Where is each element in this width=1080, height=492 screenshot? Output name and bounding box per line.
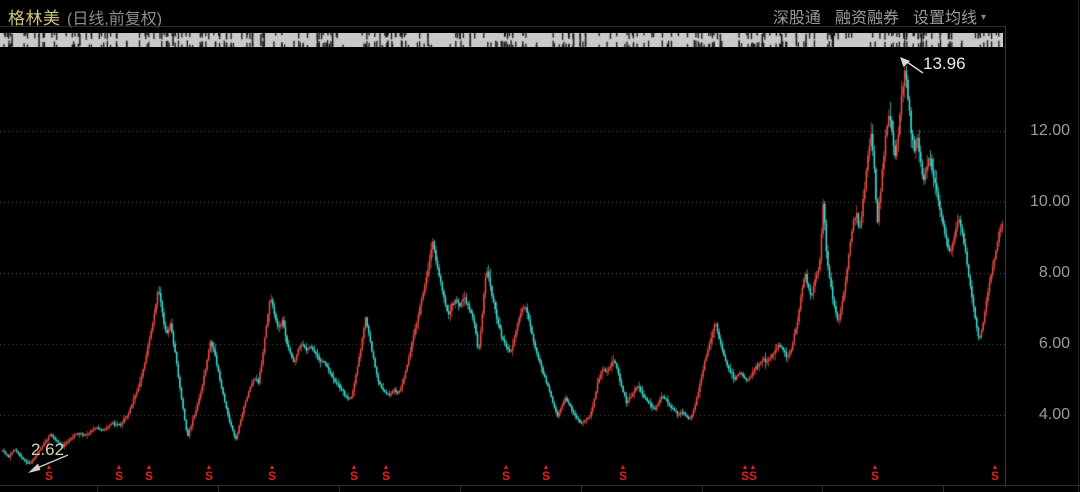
marker-s-glyph: S bbox=[748, 469, 757, 483]
marker-s-glyph: S bbox=[114, 469, 123, 483]
navigator-strip[interactable] bbox=[0, 33, 1003, 47]
marker-up-arrow-icon: ▲ bbox=[205, 464, 213, 471]
y-axis-label: 12.00 bbox=[1029, 122, 1070, 139]
marker-up-arrow-icon: ▲ bbox=[741, 464, 749, 471]
annotation-low-price: 2.62 bbox=[31, 440, 65, 459]
marker-up-arrow-icon: ▲ bbox=[502, 464, 510, 471]
header-links: 深股通 融资融券 设置均线 ▾ bbox=[773, 4, 986, 28]
marker-s-glyph: S bbox=[501, 469, 510, 483]
marker-s-glyph: S bbox=[204, 469, 213, 483]
marker-s-glyph: S bbox=[267, 469, 276, 483]
ma-settings-dropdown[interactable]: 设置均线 ▾ bbox=[913, 4, 986, 28]
dividend-marker[interactable]: ▲ S bbox=[988, 464, 1002, 483]
stock-name: 格林美 bbox=[8, 9, 61, 28]
chart-mode-label: (日线,前复权) bbox=[67, 11, 163, 28]
x-axis-tick bbox=[460, 486, 461, 492]
marker-s-glyph: S bbox=[381, 469, 390, 483]
marker-s-glyph: S bbox=[618, 469, 627, 483]
x-axis-tick bbox=[822, 486, 823, 492]
chevron-down-icon: ▾ bbox=[980, 11, 986, 23]
marker-up-arrow-icon: ▲ bbox=[991, 464, 999, 471]
dividend-marker[interactable]: ▲ S bbox=[746, 464, 760, 483]
marker-up-arrow-icon: ▲ bbox=[45, 464, 53, 471]
link-margin-trading[interactable]: 融资融券 bbox=[834, 10, 899, 27]
marker-s-glyph: S bbox=[990, 469, 999, 483]
marker-up-arrow-icon: ▲ bbox=[268, 464, 276, 471]
annotation-low-arrow-icon bbox=[28, 454, 69, 473]
dividend-marker[interactable]: ▲ S bbox=[379, 464, 393, 483]
candlestick-chart-canvas[interactable] bbox=[0, 26, 1005, 486]
dividend-marker[interactable]: ▲ S bbox=[868, 464, 882, 483]
dividend-marker[interactable]: ▲ S bbox=[499, 464, 513, 483]
marker-up-arrow-icon: ▲ bbox=[350, 464, 358, 471]
y-axis-label: 10.00 bbox=[1029, 193, 1070, 210]
marker-up-arrow-icon: ▲ bbox=[871, 464, 879, 471]
x-axis-tick bbox=[581, 486, 582, 492]
marker-up-arrow-icon: ▲ bbox=[542, 464, 550, 471]
dividend-marker[interactable]: ▲ S bbox=[738, 464, 752, 483]
dividend-marker[interactable]: ▲ S bbox=[347, 464, 361, 483]
x-axis-tick bbox=[943, 486, 944, 492]
link-szse-connect[interactable]: 深股通 bbox=[772, 10, 821, 27]
dividend-marker[interactable]: ▲ S bbox=[112, 464, 126, 483]
marker-up-arrow-icon: ▲ bbox=[382, 464, 390, 471]
dividend-marker[interactable]: ▲ S bbox=[42, 464, 56, 483]
marker-s-glyph: S bbox=[541, 469, 550, 483]
dividend-marker[interactable]: ▲ S bbox=[616, 464, 630, 483]
chart-header: 格林美 (日线,前复权) 深股通 融资融券 设置均线 ▾ bbox=[0, 0, 1080, 28]
y-axis-label: 8.00 bbox=[1038, 264, 1070, 281]
marker-s-glyph: S bbox=[144, 469, 153, 483]
x-axis-tick bbox=[97, 486, 98, 492]
marker-s-glyph: S bbox=[44, 469, 53, 483]
x-axis-line bbox=[0, 485, 1080, 486]
marker-up-arrow-icon: ▲ bbox=[749, 464, 757, 471]
dividend-marker[interactable]: ▲ S bbox=[539, 464, 553, 483]
annotation-high-price: 13.96 bbox=[923, 54, 966, 73]
dividend-marker[interactable]: ▲ S bbox=[265, 464, 279, 483]
x-axis-tick bbox=[339, 486, 340, 492]
annotation-high-arrow-icon bbox=[900, 57, 924, 74]
y-axis-line bbox=[1005, 26, 1006, 486]
marker-up-arrow-icon: ▲ bbox=[619, 464, 627, 471]
marker-s-glyph: S bbox=[349, 469, 358, 483]
marker-s-glyph: S bbox=[740, 469, 749, 483]
x-axis-tick bbox=[218, 486, 219, 492]
marker-up-arrow-icon: ▲ bbox=[145, 464, 153, 471]
marker-s-glyph: S bbox=[870, 469, 879, 483]
x-axis-tick bbox=[702, 486, 703, 492]
y-axis-label: 4.00 bbox=[1038, 406, 1070, 423]
right-border bbox=[1078, 0, 1079, 492]
marker-up-arrow-icon: ▲ bbox=[115, 464, 123, 471]
dividend-marker[interactable]: ▲ S bbox=[202, 464, 216, 483]
ma-settings-label: 设置均线 bbox=[912, 10, 977, 27]
y-axis-label: 6.00 bbox=[1038, 335, 1070, 352]
dividend-marker[interactable]: ▲ S bbox=[142, 464, 156, 483]
